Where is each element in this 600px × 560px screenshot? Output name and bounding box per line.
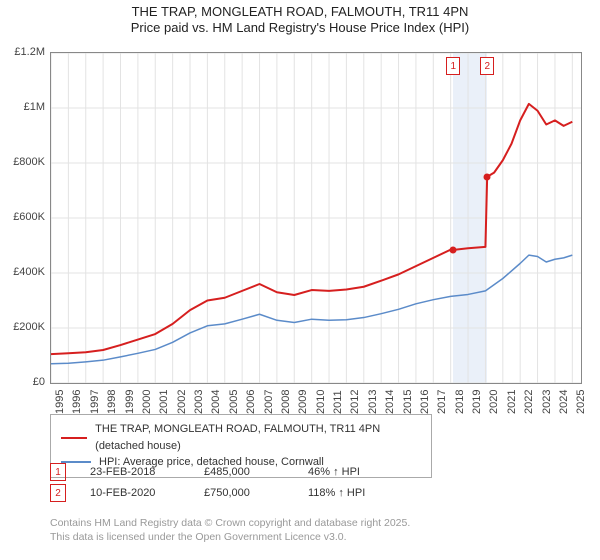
transactions-table: 1 23-FEB-2018 £485,000 46% ↑ HPI 2 10-FE… xyxy=(50,462,365,504)
title-line1: THE TRAP, MONGLEATH ROAD, FALMOUTH, TR11… xyxy=(132,4,469,19)
plot-area: 12 xyxy=(50,52,582,384)
transaction-point-marker xyxy=(450,246,457,253)
x-tick-label: 2014 xyxy=(384,390,396,414)
x-tick-label: 2018 xyxy=(454,390,466,414)
transaction-callout: 1 xyxy=(446,57,460,75)
x-tick-label: 2019 xyxy=(471,390,483,414)
title-line2: Price paid vs. HM Land Registry's House … xyxy=(131,20,469,35)
transaction-row: 2 10-FEB-2020 £750,000 118% ↑ HPI xyxy=(50,483,365,504)
y-tick-label: £0 xyxy=(0,376,45,388)
y-tick-label: £200K xyxy=(0,321,45,333)
plot-svg xyxy=(51,53,581,383)
x-tick-label: 2007 xyxy=(263,390,275,414)
x-tick-label: 1995 xyxy=(54,390,66,414)
x-tick-label: 2008 xyxy=(280,390,292,414)
x-tick-label: 1999 xyxy=(124,390,136,414)
x-tick-label: 1996 xyxy=(71,390,83,414)
transaction-date: 10-FEB-2020 xyxy=(90,483,180,504)
x-tick-label: 2004 xyxy=(210,390,222,414)
y-tick-label: £400K xyxy=(0,266,45,278)
transaction-date: 23-FEB-2018 xyxy=(90,462,180,483)
x-tick-label: 2006 xyxy=(245,390,257,414)
x-tick-label: 2005 xyxy=(228,390,240,414)
x-tick-label: 2021 xyxy=(506,390,518,414)
x-tick-label: 2024 xyxy=(558,390,570,414)
x-tick-label: 2023 xyxy=(541,390,553,414)
transaction-row: 1 23-FEB-2018 £485,000 46% ↑ HPI xyxy=(50,462,365,483)
legend-swatch xyxy=(61,437,87,439)
footer-line1: Contains HM Land Registry data © Crown c… xyxy=(50,517,410,529)
transaction-badge: 1 xyxy=(50,463,66,481)
x-tick-label: 2003 xyxy=(193,390,205,414)
x-tick-label: 2013 xyxy=(367,390,379,414)
x-tick-label: 1998 xyxy=(106,390,118,414)
y-tick-label: £1.2M xyxy=(0,46,45,58)
transaction-callout: 2 xyxy=(480,57,494,75)
x-tick-label: 2022 xyxy=(523,390,535,414)
x-tick-label: 2011 xyxy=(332,390,344,414)
transaction-badge: 2 xyxy=(50,484,66,502)
x-tick-label: 2001 xyxy=(158,390,170,414)
y-tick-label: £600K xyxy=(0,211,45,223)
x-tick-label: 2016 xyxy=(419,390,431,414)
x-tick-label: 2020 xyxy=(488,390,500,414)
transaction-point-marker xyxy=(484,173,491,180)
transaction-delta: 46% ↑ HPI xyxy=(308,462,360,483)
chart-title: THE TRAP, MONGLEATH ROAD, FALMOUTH, TR11… xyxy=(0,0,600,37)
footer-line2: This data is licensed under the Open Gov… xyxy=(50,531,347,543)
legend-label: THE TRAP, MONGLEATH ROAD, FALMOUTH, TR11… xyxy=(95,421,421,454)
transaction-delta: 118% ↑ HPI xyxy=(308,483,365,504)
legend-row: THE TRAP, MONGLEATH ROAD, FALMOUTH, TR11… xyxy=(61,421,421,454)
footer-attribution: Contains HM Land Registry data © Crown c… xyxy=(50,516,410,544)
x-tick-label: 1997 xyxy=(89,390,101,414)
x-tick-label: 2009 xyxy=(297,390,309,414)
x-tick-label: 2002 xyxy=(176,390,188,414)
y-tick-label: £800K xyxy=(0,156,45,168)
x-tick-label: 2015 xyxy=(402,390,414,414)
x-tick-label: 2000 xyxy=(141,390,153,414)
x-tick-label: 2010 xyxy=(315,390,327,414)
y-tick-label: £1M xyxy=(0,101,45,113)
transaction-price: £485,000 xyxy=(204,462,284,483)
x-tick-label: 2025 xyxy=(575,390,587,414)
transaction-price: £750,000 xyxy=(204,483,284,504)
x-tick-label: 2017 xyxy=(436,390,448,414)
x-tick-label: 2012 xyxy=(349,390,361,414)
